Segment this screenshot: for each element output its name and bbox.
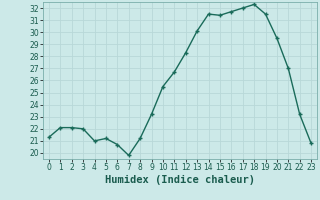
X-axis label: Humidex (Indice chaleur): Humidex (Indice chaleur) [105,175,255,185]
